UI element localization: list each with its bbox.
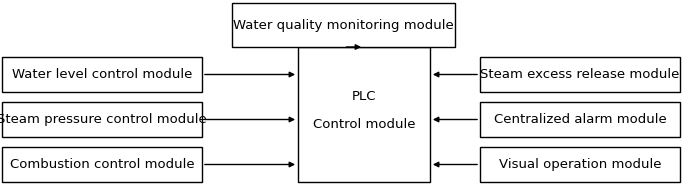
Text: PLC: PLC <box>352 90 376 103</box>
Bar <box>480 147 680 182</box>
Text: Combustion control module: Combustion control module <box>10 158 194 171</box>
Bar <box>2 147 202 182</box>
Bar <box>480 102 680 137</box>
Text: Water quality monitoring module: Water quality monitoring module <box>233 19 454 32</box>
Text: Steam pressure control module: Steam pressure control module <box>0 113 207 126</box>
Bar <box>2 102 202 137</box>
Bar <box>2 57 202 92</box>
Bar <box>480 57 680 92</box>
Bar <box>298 47 430 182</box>
Text: Water level control module: Water level control module <box>12 68 192 81</box>
Text: Steam excess release module: Steam excess release module <box>480 68 680 81</box>
Bar <box>232 3 455 47</box>
Text: Control module: Control module <box>313 118 415 131</box>
Text: Centralized alarm module: Centralized alarm module <box>494 113 667 126</box>
Text: Visual operation module: Visual operation module <box>499 158 661 171</box>
